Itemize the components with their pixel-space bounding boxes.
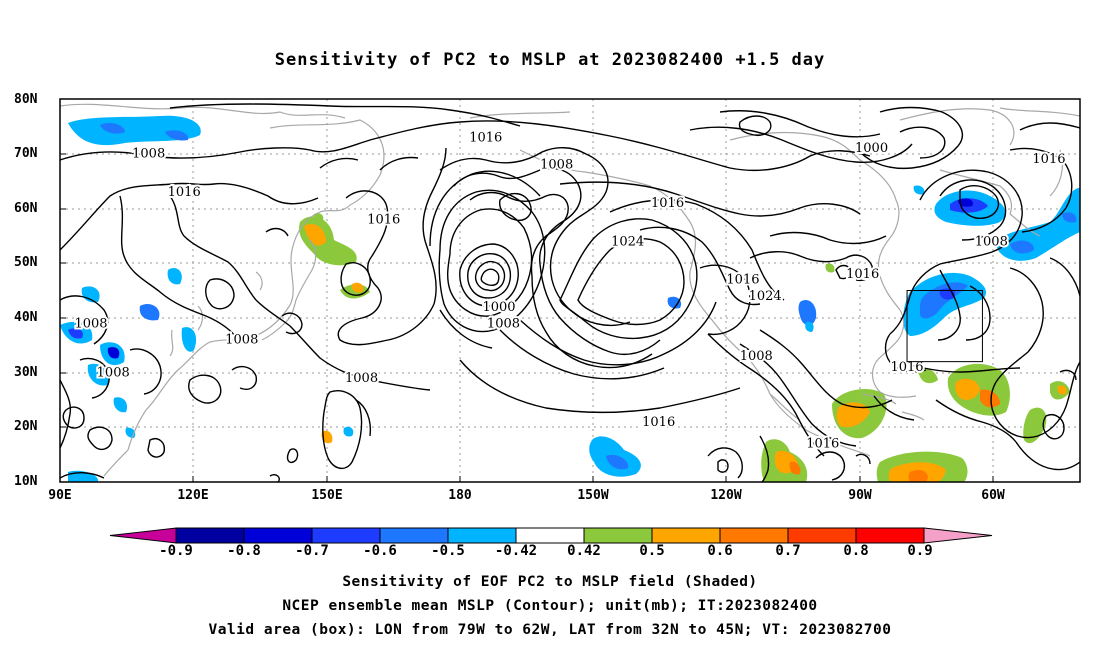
contour-label-1016-f: 1016 xyxy=(846,267,879,282)
lon-tick-60w: 60W xyxy=(981,488,1005,503)
colorbar-label-p09: 0.9 xyxy=(907,543,933,559)
colorbar-label-p07: 0.7 xyxy=(775,543,801,559)
contour-label-1016-a: 1016 xyxy=(469,130,502,145)
mslp-contours xyxy=(60,103,1080,482)
colorbar-label-m06: -0.6 xyxy=(363,543,397,559)
contour-label-1008-a: 1008 xyxy=(132,147,165,162)
contour-label-1024-b: 1024 xyxy=(749,289,782,304)
contour-label-1016-h: 1016 xyxy=(642,415,675,430)
contour-label-1008-d: 1008 xyxy=(487,316,520,331)
contour-labels: 1016100810161016100810161024100010161008… xyxy=(72,128,1067,453)
colorbar-label-m08: -0.8 xyxy=(227,543,261,559)
valid-area-box xyxy=(906,290,983,363)
lat-tick-80n: 80N xyxy=(14,92,38,107)
lat-tick-40n: 40N xyxy=(14,310,38,325)
contour-label-1016-b: 1016 xyxy=(168,185,201,200)
plot-frame xyxy=(59,98,1081,483)
contour-label-1008-f: 1008 xyxy=(225,333,258,348)
colorbar-label-p05: 0.5 xyxy=(639,543,665,559)
contour-label-1016-c: 1016 xyxy=(367,212,400,227)
lat-tick-30n: 30N xyxy=(14,365,38,380)
lon-tick-120e: 120E xyxy=(177,488,209,503)
lat-tick-10n: 10N xyxy=(14,474,38,489)
caption-shading: Sensitivity of EOF PC2 to MSLP field (Sh… xyxy=(342,574,758,590)
colorbar-label-p06: 0.6 xyxy=(707,543,733,559)
contour-label-1016-g: 1016 xyxy=(726,273,759,288)
sensitivity-shading xyxy=(60,115,1080,482)
caption-contour: NCEP ensemble mean MSLP (Contour); unit(… xyxy=(282,598,818,614)
contour-label-1016-d: 1016 xyxy=(651,196,684,211)
caption-valid-area: Valid area (box): LON from 79W to 62W, L… xyxy=(208,622,892,638)
colorbar-high-triangle xyxy=(923,527,993,544)
colorbar-bin-0 xyxy=(175,527,245,544)
map-title: Sensitivity of PC2 to MSLP at 2023082400… xyxy=(274,50,826,70)
contour-label-1008-i: 1008 xyxy=(740,349,773,364)
colorbar-bin-10 xyxy=(855,527,925,544)
lon-tick-180: 180 xyxy=(448,488,472,503)
lat-tick-20n: 20N xyxy=(14,419,38,434)
contour-label-1008-e: 1008 xyxy=(74,316,107,331)
frame-ticks xyxy=(60,153,994,482)
colorbar-bin-9 xyxy=(787,527,857,544)
colorbar-label-m042: -0.42 xyxy=(494,543,538,559)
lat-tick-70n: 70N xyxy=(14,146,38,161)
colorbar-label-m09: -0.9 xyxy=(159,543,193,559)
lon-tick-120w: 120W xyxy=(710,488,742,503)
colorbar-label-p08: 0.8 xyxy=(843,543,869,559)
colorbar-bin-2 xyxy=(311,527,381,544)
colorbar-bin-6 xyxy=(583,527,653,544)
contour-label-1008-c: 1008 xyxy=(975,234,1008,249)
contour-label-1016-e: 1016 xyxy=(1032,152,1065,167)
lon-tick-150e: 150E xyxy=(311,488,343,503)
colorbar-low-triangle xyxy=(109,527,177,544)
contour-label-1016-i: 1016 xyxy=(806,437,839,452)
contour-label-1008-b: 1008 xyxy=(540,158,573,173)
lon-tick-90w: 90W xyxy=(848,488,872,503)
colorbar-bin-7 xyxy=(651,527,721,544)
lon-tick-90e: 90E xyxy=(48,488,72,503)
contour-label-1008-h: 1008 xyxy=(345,371,378,386)
colorbar-label-p042: 0.42 xyxy=(567,543,601,559)
colorbar-bin-3 xyxy=(379,527,449,544)
contour-label-1000-a: 1000 xyxy=(855,141,888,156)
lat-tick-50n: 50N xyxy=(14,255,38,270)
contour-label-1000-b: 1000 xyxy=(482,300,515,315)
colorbar-bin-4 xyxy=(447,527,517,544)
contour-label-1016-j: 1016 xyxy=(890,360,923,375)
contour-label-1008-g: 1008 xyxy=(97,366,130,381)
lat-tick-60n: 60N xyxy=(14,201,38,216)
colorbar-bin-1 xyxy=(243,527,313,544)
colorbar xyxy=(109,527,993,544)
colorbar-bin-8 xyxy=(719,527,789,544)
colorbar-bin-5 xyxy=(515,527,585,544)
colorbar-label-m05: -0.5 xyxy=(431,543,465,559)
contour-label-1024-a: 1024 xyxy=(611,234,644,249)
colorbar-label-m07: -0.7 xyxy=(295,543,329,559)
lon-tick-150w: 150W xyxy=(577,488,609,503)
